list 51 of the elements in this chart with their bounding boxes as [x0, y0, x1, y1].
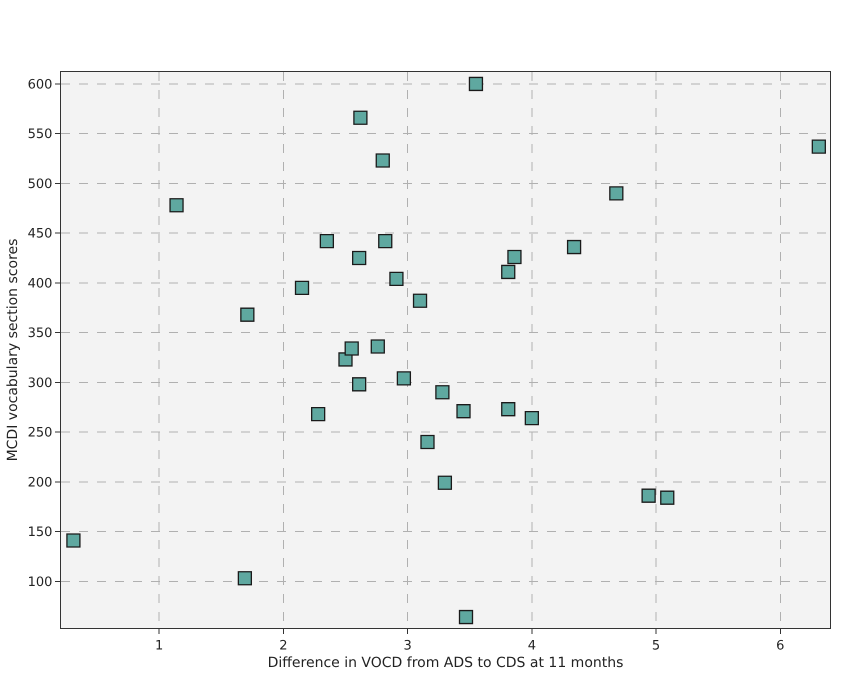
point: [412, 294, 428, 308]
y-tick-label: 150: [28, 525, 52, 540]
point: [376, 153, 390, 168]
x-tick-label: 1: [155, 638, 164, 654]
point: [468, 76, 484, 92]
point: [352, 377, 366, 392]
point: [311, 407, 326, 422]
point: [420, 434, 435, 450]
x-tick-label: 3: [403, 638, 412, 654]
y-tick-label: 100: [28, 574, 52, 590]
point: [501, 402, 516, 416]
x-axis-title: Difference in VOCD from ADS to CDS at 11 months: [268, 654, 624, 671]
point: [396, 371, 412, 386]
point: [238, 571, 252, 586]
x-tick-label: 4: [528, 638, 536, 654]
y-tick-label: 450: [28, 226, 52, 242]
point: [435, 385, 450, 400]
y-tick-label: 600: [28, 77, 52, 92]
y-axis-title: MCDI vocabulary section scores: [5, 238, 22, 462]
point: [378, 234, 392, 248]
point: [66, 533, 81, 548]
point: [660, 490, 674, 505]
y-tick-label: 350: [28, 326, 52, 342]
point: [501, 264, 516, 280]
y-tick-label: 200: [28, 475, 52, 490]
y-tick-label: 250: [28, 426, 52, 441]
point: [353, 110, 368, 125]
y-tick-label: 300: [28, 376, 52, 391]
x-tick-label: 5: [652, 638, 660, 654]
point: [524, 410, 539, 426]
point: [609, 186, 624, 200]
point: [169, 198, 184, 212]
point: [294, 280, 310, 295]
point: [438, 476, 452, 490]
point: [389, 272, 404, 286]
point: [566, 240, 582, 254]
x-tick-label: 6: [776, 638, 784, 654]
point: [344, 341, 359, 356]
point: [458, 610, 474, 624]
point: [352, 250, 366, 266]
point: [507, 250, 522, 264]
x-tick-label: 2: [279, 638, 288, 654]
point: [812, 139, 826, 154]
y-tick-label: 400: [28, 276, 52, 292]
y-tick-label: 550: [28, 127, 52, 142]
point: [641, 488, 656, 503]
point: [320, 234, 334, 248]
point: [240, 308, 254, 322]
point: [456, 404, 471, 418]
y-tick-label: 500: [28, 176, 52, 192]
point: [370, 339, 385, 354]
